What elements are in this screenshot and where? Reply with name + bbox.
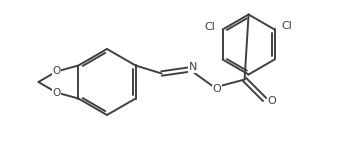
Text: O: O xyxy=(212,85,221,95)
Text: Cl: Cl xyxy=(204,21,215,31)
Text: Cl: Cl xyxy=(282,21,293,31)
Text: O: O xyxy=(267,97,276,107)
Text: O: O xyxy=(52,67,61,76)
Text: O: O xyxy=(52,88,61,97)
Text: N: N xyxy=(189,62,197,73)
